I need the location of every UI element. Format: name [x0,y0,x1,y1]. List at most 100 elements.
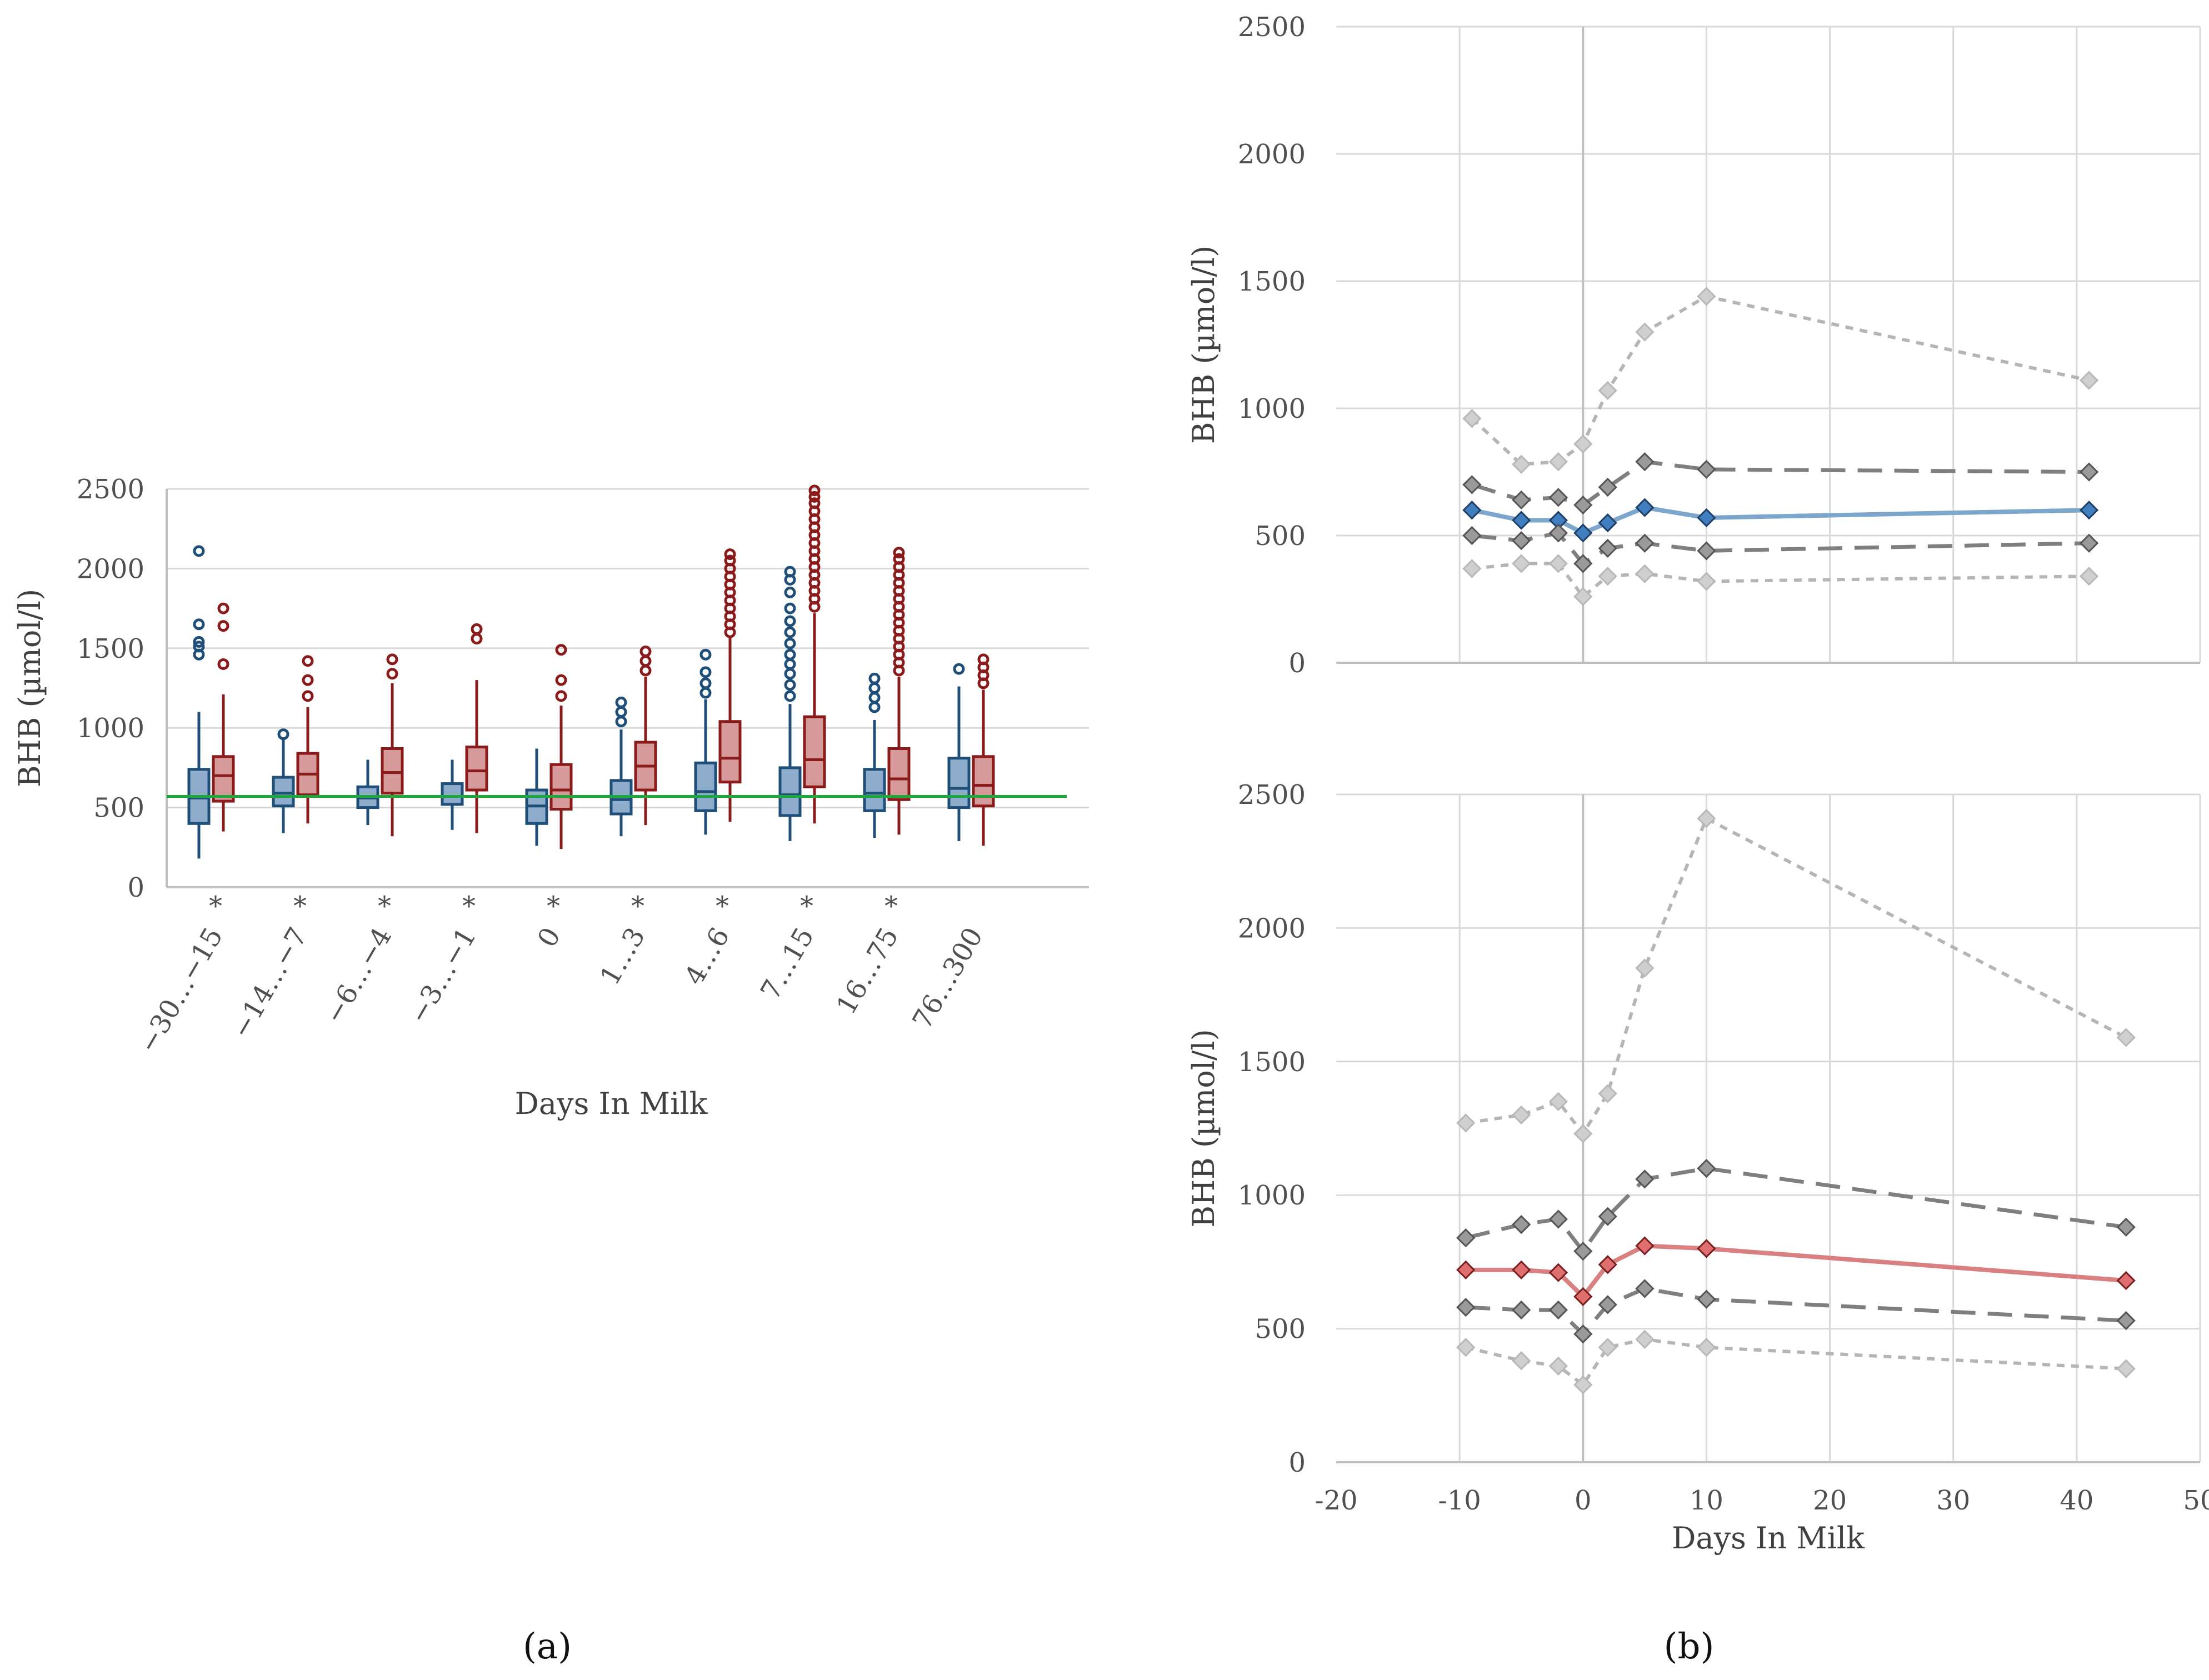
b-top-point-p90 [2079,371,2099,390]
b-top-y-axis-label: BHB (µmol/l) [1186,246,1221,444]
b-bottom-point-p25 [1598,1295,1617,1314]
a-outlier-point [977,653,989,666]
a-outlier-point [386,668,398,680]
b-top-point-median [1462,501,1482,520]
b-top-point-p75 [1573,495,1593,515]
a-outlier-point [639,655,652,667]
b-top-point-p90 [1697,287,1716,306]
b-top-series-line-p25 [1471,531,2090,566]
a-outlier-point [217,620,229,632]
b-top-point-p75 [1697,459,1716,479]
b-top-point-p25 [1635,533,1655,553]
a-outlier-point [302,674,314,686]
b-bottom-x-tick-label: 40 [2060,1485,2093,1516]
a-outlier-point [784,690,796,702]
b-bottom-y-tick-label: 1000 [1238,1180,1306,1211]
b-bottom-y-tick-label: 2500 [1238,779,1306,811]
b-bottom-x-tick-label: 10 [1690,1485,1723,1516]
b-top-point-p10 [2079,567,2099,586]
b-top-point-p10 [1548,554,1568,573]
a-y-tick-label: 1000 [77,713,144,744]
a-outlier-point [784,566,796,578]
b-top-point-median [1635,498,1655,517]
b-bottom-y-tick-label: 2000 [1238,913,1306,944]
b-bottom-x-tick-label: 30 [1936,1485,1970,1516]
b-bottom-x-tick-label: 50 [2183,1485,2209,1516]
b-top-y-tick-label: 0 [1288,648,1306,679]
a-outlier-point [868,701,881,713]
b-top-point-median [1573,523,1593,543]
b-top-y-tick-label: 2500 [1238,12,1306,43]
a-y-tick-label: 2500 [77,474,144,505]
a-significance-marker: * [884,891,898,922]
a-outlier-point [193,618,205,631]
b-bottom-point-p75 [1598,1207,1617,1226]
b-top-y-tick-label: 2000 [1238,139,1306,170]
b-bottom-point-p10 [2116,1359,2136,1378]
a-outlier-point [699,666,712,678]
a-x-tick-label: −30…−15 [133,922,229,1058]
a-outlier-point [808,491,821,503]
a-outlier-point [699,648,712,661]
a-outlier-point [302,655,314,667]
b-bottom-series-line-p10 [1465,1337,2126,1387]
a-outlier-point [639,646,652,658]
a-y-tick-label: 2000 [77,553,144,584]
b-top-point-p10 [1635,564,1655,583]
b-bottom-point-p90 [1548,1092,1568,1112]
b-bottom-point-p75 [1548,1209,1568,1229]
b-top-point-p25 [1512,531,1531,551]
a-outlier-point [471,623,483,635]
a-x-tick-label: 4…6 [678,922,736,990]
b-bottom-point-p25 [1573,1324,1593,1344]
a-outlier-point [639,664,652,677]
a-outlier-point [193,641,205,653]
b-bottom-point-p75 [1573,1242,1593,1261]
a-outlier-point [555,644,567,656]
a-y-tick-label: 1500 [77,633,144,664]
a-box [863,768,886,812]
panel-b-top-chart: 0 500 1000 1500 2000 2500 BHB (µmol/l) [1186,12,2201,679]
a-box [441,782,464,806]
b-top-point-p25 [1573,554,1593,573]
b-top-point-median [1697,508,1716,528]
b-bottom-point-p90 [1697,809,1716,828]
b-bottom-point-p10 [1697,1338,1716,1357]
b-bottom-point-median [1635,1236,1655,1256]
a-box [778,766,802,817]
a-outlier-point [808,497,821,509]
a-outlier-point [808,484,821,497]
b-bottom-x-tick-label: -20 [1315,1485,1357,1516]
a-outlier-point [615,706,627,718]
b-top-point-p75 [1635,452,1655,472]
b-bottom-point-p75 [1512,1214,1531,1234]
b-top-point-p25 [1697,541,1716,561]
a-outlier-point [555,690,567,702]
b-bottom-x-tick-label: 20 [1813,1485,1847,1516]
a-x-tick-label: 1…3 [594,922,651,990]
a-significance-marker: * [547,891,560,922]
b-bottom-point-p25 [2116,1311,2136,1331]
b-bottom-point-median [1512,1260,1531,1279]
b-top-point-p90 [1635,322,1655,342]
a-significance-marker: * [462,891,476,922]
b-top-point-p10 [1697,572,1716,591]
b-top-point-median [1598,513,1617,533]
panel-label-a: (a) [523,1626,572,1667]
a-y-axis-label: BHB (µmol/l) [12,589,47,787]
a-x-tick-label: −14…−7 [226,922,314,1044]
b-top-point-p25 [1462,526,1482,546]
a-outlier-point [868,672,881,684]
a-x-axis-label: Days In Milk [515,1086,708,1121]
b-bottom-point-p10 [1548,1356,1568,1376]
a-outlier-point [724,554,736,567]
b-bottom-point-p75 [1697,1158,1716,1178]
b-bottom-x-tick-label: -10 [1438,1485,1481,1516]
b-bottom-point-p10 [1512,1351,1531,1371]
b-bottom-point-median [1598,1255,1617,1274]
a-outlier-point [953,663,965,675]
panel-label-b: (b) [1664,1626,1715,1667]
a-outlier-point [699,677,712,689]
b-bottom-series-line-p90 [1465,817,2127,1136]
a-box [381,747,404,795]
